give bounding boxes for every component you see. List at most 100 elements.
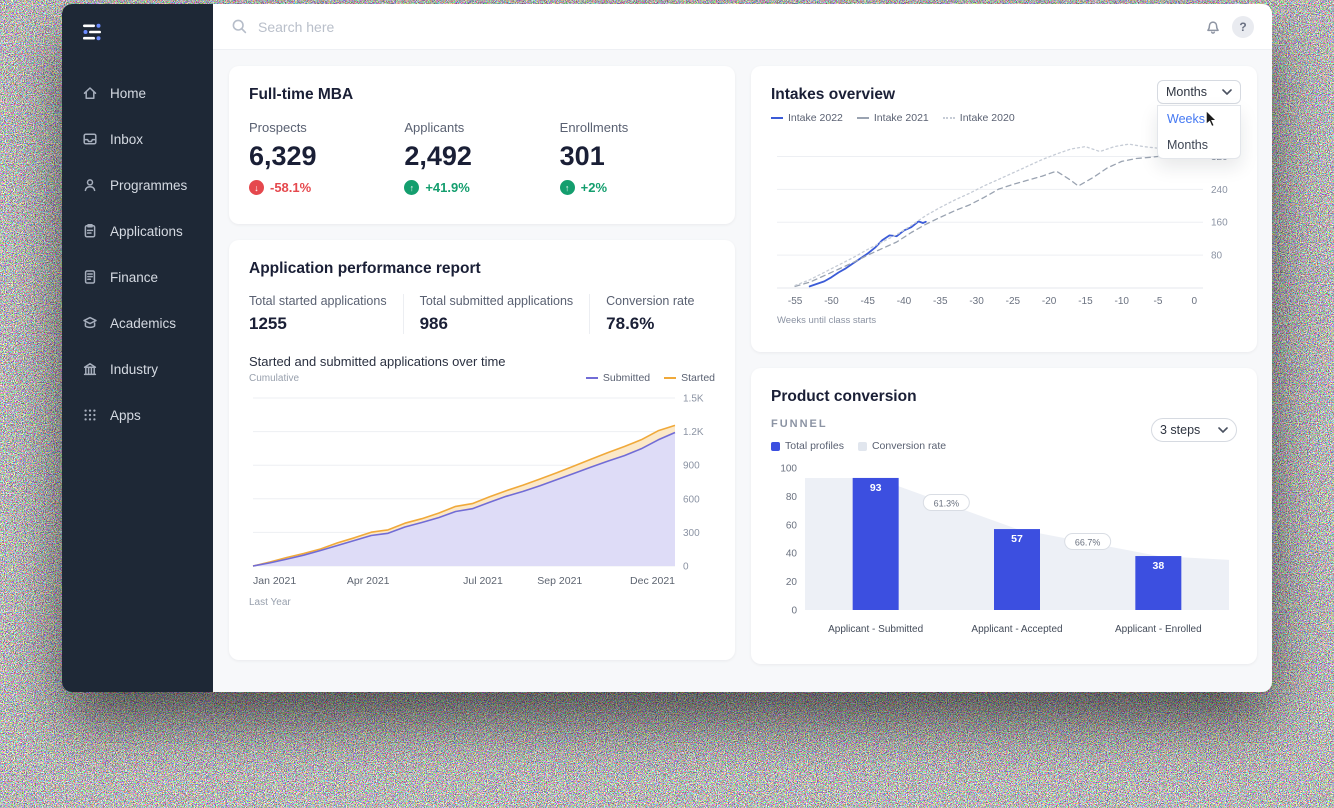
sidebar-item-finance[interactable]: Finance	[62, 254, 213, 300]
sidebar-item-academics[interactable]: Academics	[62, 300, 213, 346]
sidebar-item-label: Academics	[110, 315, 177, 331]
stat-label: Applicants	[404, 120, 465, 135]
stat-value: 2,492	[404, 141, 472, 171]
dropdown-option-months[interactable]: Months	[1167, 138, 1208, 152]
academics-icon	[83, 316, 97, 329]
steps-select[interactable]: 3 steps	[1151, 418, 1237, 442]
legend-label: Conversion rate	[871, 440, 947, 452]
intake2020-legend-swatch	[942, 117, 955, 119]
svg-text:-30: -30	[969, 296, 984, 307]
performance-card: Application performance report Total sta…	[229, 240, 735, 660]
svg-text:-15: -15	[1078, 296, 1093, 307]
metric-value: 1255	[249, 314, 287, 333]
stat-delta: ↑ +41.9%	[404, 180, 559, 195]
svg-text:-40: -40	[897, 296, 912, 307]
metric-started: Total started applications 1255	[249, 294, 404, 334]
sidebar-item-industry[interactable]: Industry	[62, 346, 213, 392]
delta-value: +2%	[580, 180, 608, 195]
card-title: Application performance report	[249, 260, 481, 277]
sidebar: Home Inbox Programmes Applications Finan…	[62, 4, 213, 692]
svg-text:40: 40	[786, 549, 798, 560]
svg-text:57: 57	[1011, 533, 1023, 545]
help-icon[interactable]: ?	[1232, 15, 1254, 38]
svg-text:240: 240	[1211, 185, 1228, 196]
intakes-chart: 80160240320-55-50-45-40-35-30-25-20-15-1…	[777, 143, 1228, 326]
stat-value: 6,329	[249, 141, 317, 171]
sidebar-item-programmes[interactable]: Programmes	[62, 162, 213, 208]
metric-label: Total started applications	[249, 294, 387, 308]
performance-chart: 0 300 600 900 1.2K 1.5K Jan 2021 Apr 2021 Jul 20…	[252, 394, 704, 587]
legend-label: Intake 2022	[788, 112, 843, 124]
industry-icon	[83, 363, 97, 376]
svg-text:-20: -20	[1042, 296, 1057, 307]
funnel-section-label: FUNNEL	[771, 418, 828, 430]
svg-text:Applicant - Enrolled: Applicant - Enrolled	[1115, 624, 1202, 635]
sidebar-item-label: Apps	[110, 407, 141, 423]
intake2021-legend-swatch	[856, 117, 869, 119]
sidebar-item-home[interactable]: Home	[62, 70, 213, 116]
svg-text:Apr 2021: Apr 2021	[347, 575, 390, 587]
total-profiles-legend-swatch	[771, 441, 780, 451]
svg-text:Applicant - Submitted: Applicant - Submitted	[828, 624, 923, 635]
svg-text:-10: -10	[1114, 296, 1129, 307]
legend-label: Intake 2020	[959, 112, 1015, 124]
trend-up-icon: ↑	[404, 180, 420, 195]
legend-label: Total profiles	[785, 440, 844, 452]
sidebar-item-label: Inbox	[110, 131, 144, 147]
card-title: Full-time MBA	[249, 86, 354, 103]
metric-value: 78.6%	[606, 314, 655, 333]
svg-text:Weeks until class starts: Weeks until class starts	[777, 315, 876, 326]
svg-text:Dec 2021: Dec 2021	[630, 575, 675, 587]
stat-delta: ↑ +2%	[559, 180, 715, 195]
sidebar-item-label: Finance	[110, 269, 159, 285]
dropdown-option-weeks[interactable]: Weeks	[1167, 112, 1205, 126]
clipboard-icon	[84, 224, 96, 238]
metric-conversion: Conversion rate 78.6%	[606, 294, 694, 334]
mouse-cursor	[1205, 110, 1218, 128]
metric-value: 986	[419, 314, 448, 333]
svg-text:38: 38	[1152, 560, 1164, 572]
svg-text:100: 100	[780, 464, 797, 475]
sidebar-item-inbox[interactable]: Inbox	[62, 116, 213, 162]
select-value: Months	[1166, 85, 1207, 99]
sidebar-item-applications[interactable]: Applications	[62, 208, 213, 254]
legend-label: Intake 2021	[873, 112, 929, 124]
app-window: Home Inbox Programmes Applications Finan…	[62, 4, 1272, 692]
topbar: ?	[213, 4, 1272, 50]
sidebar-item-label: Applications	[110, 223, 183, 239]
search-icon	[232, 19, 247, 34]
stat-label: Enrollments	[559, 120, 629, 135]
trend-down-icon: ↓	[249, 180, 264, 195]
chart-footnote: Last Year	[249, 597, 291, 608]
svg-text:0: 0	[683, 562, 689, 573]
svg-text:-55: -55	[788, 296, 803, 307]
logo-icon	[83, 23, 101, 41]
interval-select[interactable]: Months	[1157, 80, 1241, 104]
intake2022-legend-swatch	[771, 117, 783, 119]
mba-card: Full-time MBA Prospects 6,329 ↓ -58.1% A…	[229, 66, 735, 224]
svg-text:Jul 2021: Jul 2021	[463, 575, 503, 587]
chart-subtitle: Cumulative	[249, 373, 300, 384]
stat-applicants: Applicants 2,492 ↑ +41.9%	[404, 120, 559, 195]
funnel-legend: Total profiles Conversion rate	[771, 440, 946, 452]
sidebar-item-label: Programmes	[110, 177, 188, 193]
search-input[interactable]	[258, 18, 1194, 35]
interval-dropdown: Weeks Months	[1157, 105, 1241, 159]
dashboard-content: Full-time MBA Prospects 6,329 ↓ -58.1% A…	[213, 50, 1272, 680]
chevron-down-icon	[1218, 427, 1228, 433]
chart-title: Started and submitted applications over …	[249, 354, 506, 369]
svg-text:Jan 2021: Jan 2021	[253, 575, 296, 587]
conversion-rate-legend-swatch	[857, 441, 867, 451]
svg-text:-25: -25	[1006, 296, 1021, 307]
bell-icon[interactable]	[1204, 18, 1222, 35]
svg-text:60: 60	[786, 520, 798, 531]
app-logo[interactable]	[80, 20, 104, 44]
apps-grid-icon	[84, 409, 96, 421]
stat-prospects: Prospects 6,329 ↓ -58.1%	[249, 120, 404, 195]
svg-text:1.5K: 1.5K	[683, 394, 704, 405]
svg-text:Applicant - Accepted: Applicant - Accepted	[971, 624, 1062, 635]
inbox-icon	[83, 133, 97, 145]
sidebar-item-apps[interactable]: Apps	[62, 392, 213, 438]
svg-text:-5: -5	[1154, 296, 1163, 307]
intakes-card: Intakes overview Intake 2022 Intake 2021…	[751, 66, 1257, 352]
